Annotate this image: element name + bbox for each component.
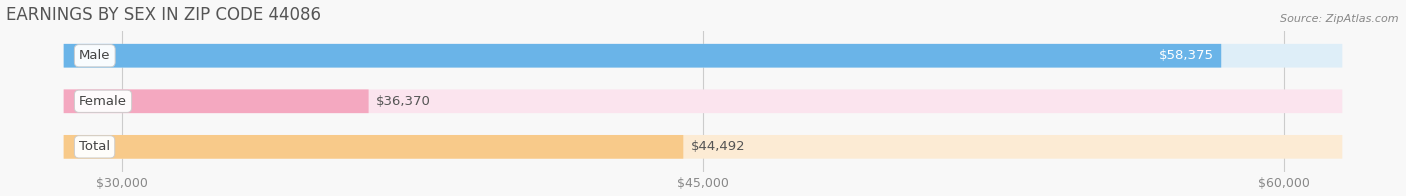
Text: $44,492: $44,492 xyxy=(690,140,745,153)
FancyBboxPatch shape xyxy=(63,89,368,113)
Text: Male: Male xyxy=(79,49,111,62)
FancyBboxPatch shape xyxy=(63,89,1343,113)
Text: $58,375: $58,375 xyxy=(1159,49,1213,62)
FancyBboxPatch shape xyxy=(63,44,1343,68)
Text: Female: Female xyxy=(79,95,127,108)
FancyBboxPatch shape xyxy=(63,135,683,159)
FancyBboxPatch shape xyxy=(63,135,1343,159)
Text: EARNINGS BY SEX IN ZIP CODE 44086: EARNINGS BY SEX IN ZIP CODE 44086 xyxy=(6,5,321,24)
Text: Total: Total xyxy=(79,140,110,153)
Text: Source: ZipAtlas.com: Source: ZipAtlas.com xyxy=(1281,14,1399,24)
FancyBboxPatch shape xyxy=(63,44,1222,68)
Text: $36,370: $36,370 xyxy=(377,95,432,108)
